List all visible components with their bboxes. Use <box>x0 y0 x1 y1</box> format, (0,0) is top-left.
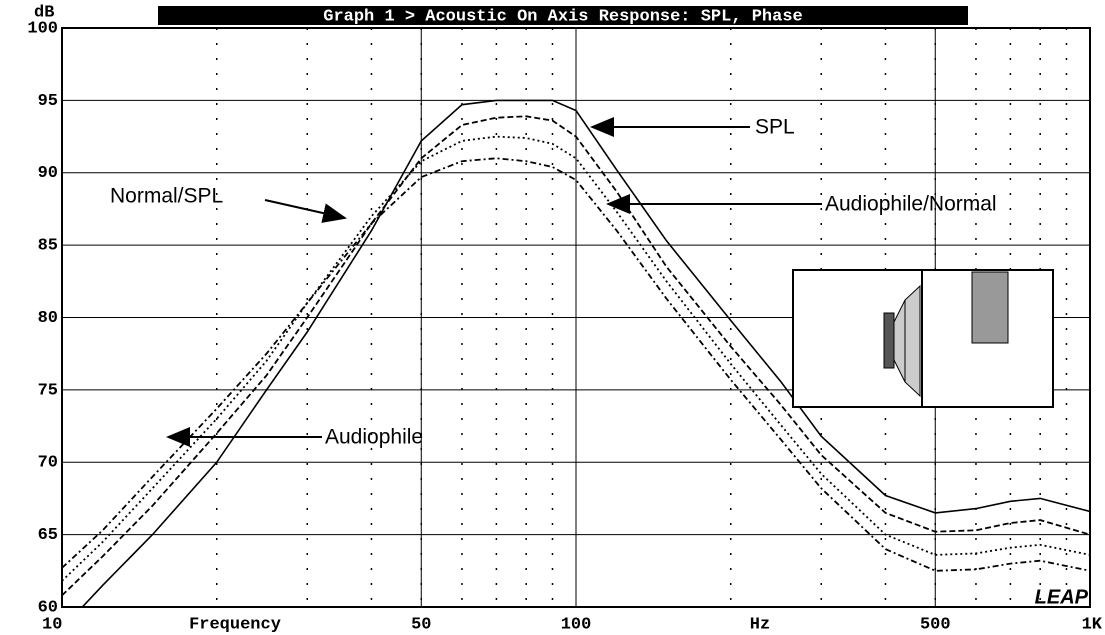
plot-frame <box>61 27 1091 608</box>
inset-diagram <box>792 269 1054 408</box>
y-tick-label: 100 <box>27 19 58 38</box>
series-line <box>62 115 1090 597</box>
series-line <box>81 99 1090 607</box>
x-axis-unit: Hz <box>750 615 770 634</box>
y-tick-label: 85 <box>38 237 58 256</box>
y-tick-label: 80 <box>38 309 58 328</box>
x-tick-label: 10 <box>42 615 62 634</box>
annotation: Audiophile <box>325 426 423 449</box>
annotation: Normal/SPL <box>110 185 223 208</box>
curves <box>62 99 1090 607</box>
y-tick-label: 75 <box>38 381 58 400</box>
magnet <box>883 312 895 369</box>
annotation: SPL <box>755 116 795 139</box>
chart-title: Graph 1 > Acoustic On Axis Response: SPL… <box>323 7 802 26</box>
arrow <box>264 199 347 223</box>
series-line <box>62 157 1090 572</box>
x-tick-label: 1K <box>1082 615 1103 634</box>
x-axis-label: Frequency <box>189 615 281 634</box>
y-tick-label: 95 <box>38 92 58 111</box>
series-line <box>62 135 1090 582</box>
x-tick-label: 500 <box>920 615 951 634</box>
x-tick-label: 50 <box>411 615 431 634</box>
logo: LEAP <box>1035 586 1089 608</box>
title-bar <box>158 6 968 25</box>
x-tick-label: 100 <box>561 615 592 634</box>
y-tick-label: 65 <box>38 526 58 545</box>
annotation: Audiophile/Normal <box>825 193 997 216</box>
y-axis-label: dB <box>34 3 54 22</box>
port <box>971 271 1009 344</box>
y-tick-label: 90 <box>38 164 58 183</box>
y-tick-label: 60 <box>38 598 58 617</box>
y-tick-label: 70 <box>38 454 58 473</box>
annotations: SPL Normal/SPL Audiophile/Normal Audioph… <box>110 116 997 449</box>
